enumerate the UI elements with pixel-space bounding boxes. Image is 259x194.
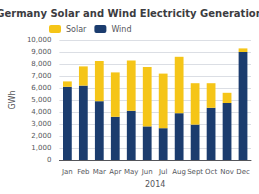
svg-text:Jun: Jun <box>141 168 153 176</box>
svg-text:Jul: Jul <box>158 168 168 176</box>
svg-text:9,000: 9,000 <box>31 48 51 56</box>
svg-text:10,000: 10,000 <box>27 36 52 44</box>
svg-text:Apr: Apr <box>109 168 121 176</box>
svg-text:Sept: Sept <box>187 168 203 176</box>
svg-text:4,000: 4,000 <box>31 108 51 116</box>
svg-text:2014: 2014 <box>145 180 165 189</box>
svg-text:Mar: Mar <box>93 168 106 176</box>
svg-text:0: 0 <box>47 156 51 164</box>
svg-text:2,000: 2,000 <box>31 132 51 140</box>
svg-text:Germany Solar and Wind Electri: Germany Solar and Wind Electricity Gener… <box>0 8 259 19</box>
svg-text:Jan: Jan <box>61 168 73 176</box>
svg-text:8,000: 8,000 <box>31 60 51 68</box>
svg-text:5,000: 5,000 <box>31 96 51 104</box>
svg-text:6,000: 6,000 <box>31 84 51 92</box>
svg-text:1,000: 1,000 <box>31 144 51 152</box>
svg-text:3,000: 3,000 <box>31 120 51 128</box>
svg-text:7,000: 7,000 <box>31 72 51 80</box>
svg-text:GWh: GWh <box>8 90 17 109</box>
svg-text:Solar: Solar <box>66 25 87 34</box>
svg-text:Aug: Aug <box>172 168 186 176</box>
svg-text:Wind: Wind <box>111 25 131 34</box>
svg-text:May: May <box>124 168 138 176</box>
svg-text:Dec: Dec <box>236 168 250 176</box>
svg-text:Oct: Oct <box>205 168 217 176</box>
svg-text:Nov: Nov <box>220 168 234 176</box>
svg-text:Feb: Feb <box>77 168 90 176</box>
